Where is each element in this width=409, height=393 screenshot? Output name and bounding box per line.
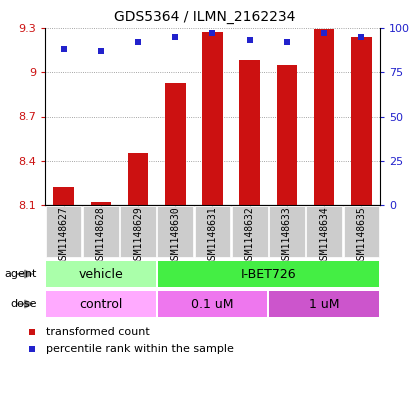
Text: GSM1148629: GSM1148629 (133, 207, 143, 265)
FancyBboxPatch shape (46, 291, 155, 317)
Text: control: control (79, 298, 122, 310)
Text: agent: agent (4, 269, 37, 279)
FancyBboxPatch shape (343, 206, 378, 257)
FancyBboxPatch shape (231, 206, 267, 257)
FancyBboxPatch shape (83, 206, 119, 257)
Text: transformed count: transformed count (46, 327, 149, 337)
Text: 0.1 uM: 0.1 uM (191, 298, 233, 310)
FancyBboxPatch shape (194, 206, 230, 257)
FancyBboxPatch shape (157, 206, 193, 257)
Text: GSM1148635: GSM1148635 (355, 207, 366, 265)
Text: GSM1148627: GSM1148627 (58, 207, 68, 265)
FancyBboxPatch shape (157, 261, 378, 287)
Text: vehicle: vehicle (78, 268, 123, 281)
Bar (53, 187, 74, 205)
FancyBboxPatch shape (46, 261, 155, 287)
Text: 1 uM: 1 uM (308, 298, 339, 310)
FancyBboxPatch shape (46, 206, 81, 257)
FancyBboxPatch shape (120, 206, 155, 257)
Bar (165, 83, 185, 205)
FancyBboxPatch shape (269, 291, 378, 317)
Text: GDS5364 / ILMN_2162234: GDS5364 / ILMN_2162234 (114, 10, 295, 24)
FancyBboxPatch shape (157, 291, 267, 317)
Text: GSM1148632: GSM1148632 (244, 207, 254, 265)
Text: GSM1148633: GSM1148633 (281, 207, 291, 265)
Bar (313, 29, 334, 205)
Text: dose: dose (10, 299, 37, 309)
Bar (350, 37, 371, 205)
Text: GSM1148631: GSM1148631 (207, 207, 217, 265)
FancyBboxPatch shape (268, 206, 304, 257)
Text: GSM1148634: GSM1148634 (318, 207, 328, 265)
FancyBboxPatch shape (306, 206, 341, 257)
Bar (90, 202, 111, 205)
Text: I-BET726: I-BET726 (240, 268, 295, 281)
Bar (128, 153, 148, 205)
Bar (276, 65, 297, 205)
Bar (202, 33, 222, 205)
Text: percentile rank within the sample: percentile rank within the sample (46, 344, 233, 354)
Bar (239, 61, 259, 205)
Text: GSM1148628: GSM1148628 (96, 207, 106, 265)
Text: GSM1148630: GSM1148630 (170, 207, 180, 265)
